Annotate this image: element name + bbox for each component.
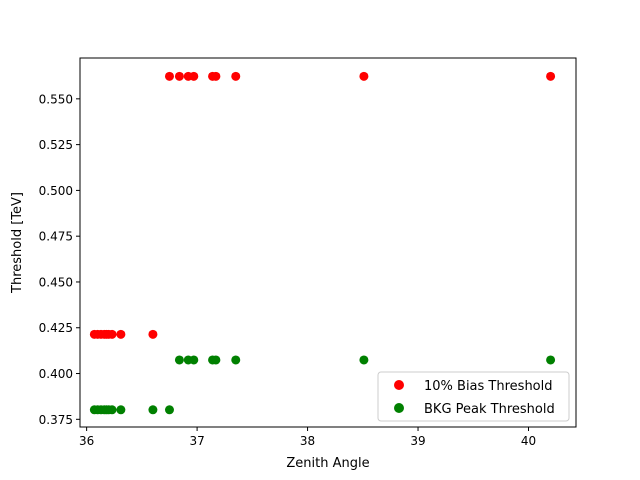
- data-point: [174, 71, 184, 81]
- y-tick-label: 0.425: [39, 321, 73, 335]
- data-point: [164, 71, 174, 81]
- data-point: [148, 329, 158, 339]
- data-point: [189, 355, 199, 365]
- series-bias-threshold: [89, 71, 556, 339]
- data-point: [546, 71, 556, 81]
- legend-marker-bias: [394, 380, 404, 390]
- plot-frame: [79, 57, 577, 428]
- data-point: [116, 405, 126, 415]
- x-tick-label: 37: [189, 434, 204, 448]
- x-axis-ticks: 36 37 38 39 40: [79, 427, 536, 448]
- x-tick-label: 36: [79, 434, 94, 448]
- x-tick-label: 38: [300, 434, 315, 448]
- plot-marks: [89, 71, 556, 415]
- data-point: [231, 71, 241, 81]
- data-point: [546, 355, 556, 365]
- x-axis-label: Zenith Angle: [286, 456, 369, 471]
- data-point: [164, 405, 174, 415]
- legend-marker-bkg: [394, 403, 404, 413]
- data-point: [231, 355, 241, 365]
- data-point: [211, 71, 221, 81]
- y-tick-label: 0.525: [39, 138, 73, 152]
- y-tick-label: 0.475: [39, 230, 73, 244]
- data-point: [359, 71, 369, 81]
- y-axis-label: Threshold [TeV]: [10, 192, 25, 294]
- x-tick-label: 40: [521, 434, 536, 448]
- data-point: [359, 355, 369, 365]
- y-tick-label: 0.375: [39, 413, 73, 427]
- legend: 10% Bias Threshold BKG Peak Threshold: [377, 371, 570, 422]
- y-tick-label: 0.550: [39, 92, 73, 106]
- data-point: [189, 71, 199, 81]
- legend-label-bkg: BKG Peak Threshold: [424, 402, 555, 417]
- y-tick-label: 0.450: [39, 275, 73, 289]
- data-point: [148, 405, 158, 415]
- data-point: [107, 329, 117, 339]
- data-point: [174, 355, 184, 365]
- y-tick-label: 0.500: [39, 184, 73, 198]
- legend-box: [377, 371, 570, 422]
- legend-label-bias: 10% Bias Threshold: [424, 379, 553, 394]
- data-point: [107, 405, 117, 415]
- x-tick-label: 39: [410, 434, 425, 448]
- y-axis-ticks: 0.375 0.400 0.425 0.450 0.475 0.500 0.525 0.550: [39, 92, 80, 427]
- y-tick-label: 0.400: [39, 367, 73, 381]
- series-bkg-peak-threshold: [89, 355, 556, 415]
- data-point: [211, 355, 221, 365]
- data-point: [116, 329, 126, 339]
